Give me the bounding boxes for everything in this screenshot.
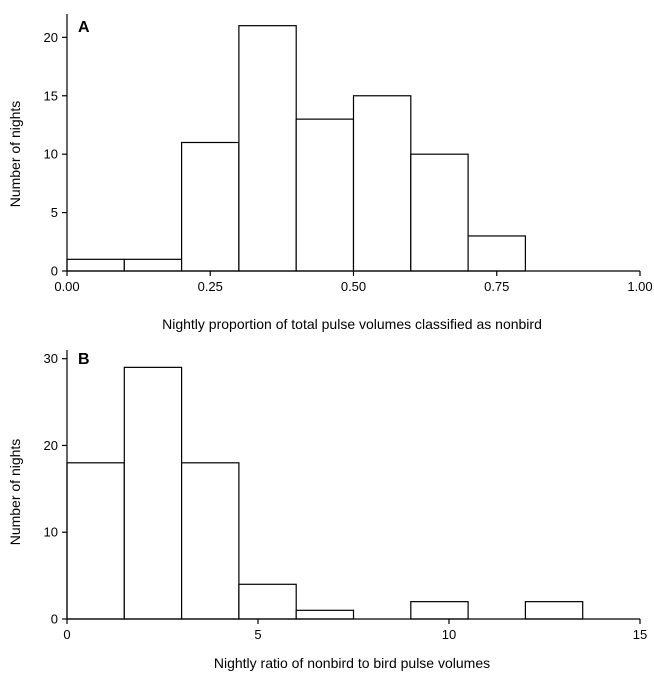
panel-b-y-axis-title: Number of nights	[7, 439, 23, 546]
panel-a-y-tick-label: 5	[51, 205, 58, 220]
panel-a-bar	[467, 235, 527, 272]
panel-a: 0.00 0.25 0.50 0.75 1.00 0 5 10 15 20 A Number of…	[7, 14, 653, 332]
panel-a-bar	[295, 118, 355, 272]
panel-b-x-tick-label: 10	[442, 627, 456, 642]
panel-a-y-tick-label: 20	[44, 30, 58, 45]
panel-b-bar	[410, 601, 469, 620]
panel-b-bars	[66, 366, 584, 620]
panel-a-bar	[181, 141, 240, 272]
panel-a-ticks: 0.00 0.25 0.50 0.75 1.00 0 5 10 15 20	[44, 30, 653, 294]
panel-b-bar	[238, 583, 297, 620]
panel-a-x-tick-label: 0.00	[54, 279, 79, 294]
panel-b-y-tick-label: 20	[44, 438, 58, 453]
panel-a-x-tick-label: 1.00	[627, 279, 652, 294]
panel-a-x-tick-label: 0.75	[484, 279, 509, 294]
panel-a-bar	[238, 25, 297, 272]
panel-b-label: B	[78, 351, 90, 368]
panel-a-x-tick-label: 0.25	[198, 279, 223, 294]
panel-a-bar	[410, 153, 469, 272]
panel-a-bar	[123, 258, 183, 272]
panel-b-axes	[66, 350, 640, 620]
panel-b-y-tick-label: 30	[44, 351, 58, 366]
panel-b-bar	[524, 601, 584, 620]
panel-b: 0 5 10 15 0 10 20 30 B Number of nights Nightly…	[7, 350, 647, 671]
panel-b-ticks: 0 5 10 15 0 10 20 30	[44, 351, 648, 642]
panel-b-y-tick-label: 10	[44, 525, 58, 540]
panel-a-y-axis-title: Number of nights	[7, 101, 23, 208]
panel-a-label: A	[78, 19, 90, 36]
panel-a-bar	[66, 258, 125, 272]
panel-b-y-tick-label: 0	[51, 612, 58, 627]
panel-b-x-axis-title: Nightly ratio of nonbird to bird pulse v…	[214, 655, 490, 671]
panel-b-x-tick-label: 0	[63, 627, 70, 642]
panel-b-bar	[66, 462, 125, 620]
panel-a-x-axis-title: Nightly proportion of total pulse volume…	[162, 316, 542, 332]
panel-a-y-tick-label: 15	[44, 88, 58, 103]
panel-a-y-tick-label: 0	[51, 264, 58, 279]
panel-b-bar	[181, 462, 240, 620]
panel-a-x-tick-label: 0.50	[341, 279, 366, 294]
panel-b-x-tick-label: 15	[633, 627, 647, 642]
panel-a-bar	[352, 95, 412, 272]
panel-b-bar	[295, 609, 355, 620]
panel-b-bar	[123, 366, 183, 620]
panel-b-x-tick-label: 5	[254, 627, 261, 642]
panel-a-bars	[66, 25, 527, 272]
panel-a-y-tick-label: 10	[44, 147, 58, 162]
